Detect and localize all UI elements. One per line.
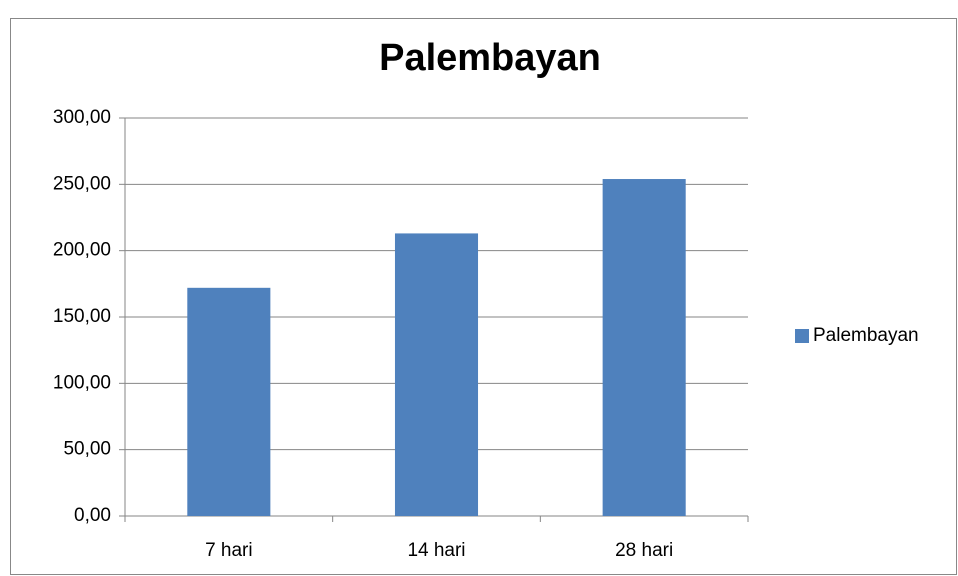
y-tick-label: 0,00 (74, 505, 111, 526)
bar (394, 233, 479, 517)
y-tick-label: 300,00 (53, 107, 111, 128)
chart-frame (10, 18, 957, 575)
y-tick-label: 150,00 (53, 306, 111, 327)
legend-label: Palembayan (813, 325, 919, 346)
x-tick-label: 7 hari (205, 540, 253, 561)
y-tick-label: 250,00 (53, 173, 111, 194)
bar (187, 287, 271, 516)
legend-swatch (795, 329, 809, 343)
x-tick-label: 14 hari (407, 540, 465, 561)
chart-title: Palembayan (379, 37, 601, 79)
x-tick-label: 28 hari (615, 540, 673, 561)
y-tick-label: 50,00 (63, 439, 111, 460)
bar (602, 179, 686, 516)
y-tick-label: 200,00 (53, 240, 111, 261)
y-tick-label: 100,00 (53, 372, 111, 393)
